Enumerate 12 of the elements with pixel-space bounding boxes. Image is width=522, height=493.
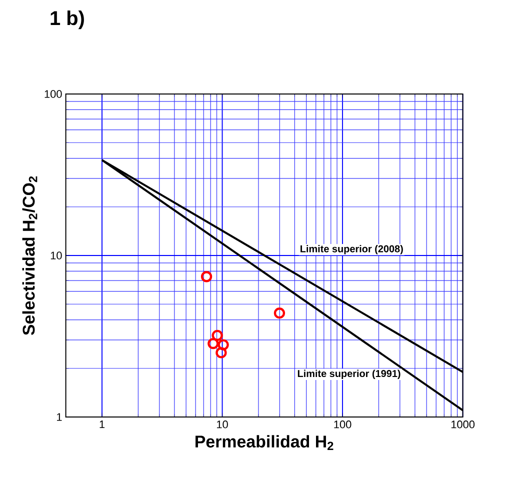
x-axis-title: Permeabilidad H$_{2}$ — [196, 435, 334, 450]
x-tick-label: 1 — [100, 420, 105, 428]
x-tick-label: 10 — [217, 420, 228, 428]
y-axis-title: Selectividad H$_{2}$/CO$_{2}$ — [22, 176, 38, 336]
x-tick-label: 100 — [334, 420, 352, 428]
chart-title: 1 b) — [50, 10, 84, 30]
series-label: Limite superior (1991) — [298, 370, 400, 380]
x-tick-label: 1000 — [451, 420, 475, 428]
y-tick-label: 100 — [44, 90, 62, 98]
y-tick-label: 10 — [50, 252, 62, 260]
y-tick-label: 1 — [57, 413, 62, 421]
series-label: Limite superior (2008) — [300, 245, 403, 254]
